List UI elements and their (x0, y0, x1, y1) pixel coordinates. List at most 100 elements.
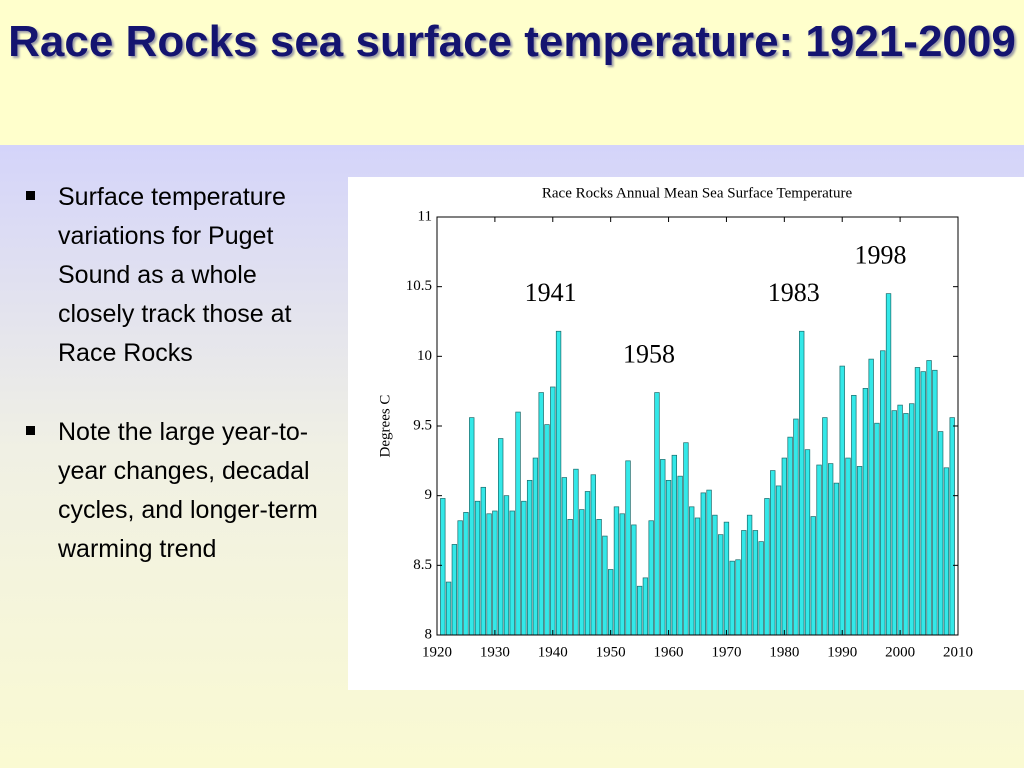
bar (700, 492, 706, 636)
y-tick-label: 11 (418, 208, 432, 224)
bullet-list: Surface temperature variations for Puget… (18, 178, 328, 609)
bar (590, 474, 596, 636)
y-tick-label: 8.5 (413, 557, 432, 573)
bar (914, 367, 921, 636)
bar (474, 500, 481, 636)
bar (503, 495, 510, 636)
slide-title: Race Rocks sea surface temperature: 1921… (8, 17, 1016, 66)
bar (480, 486, 486, 636)
bar (521, 500, 527, 636)
bar (839, 365, 845, 636)
bar (775, 485, 782, 636)
bar (532, 457, 539, 636)
bar (862, 388, 869, 636)
bar (671, 454, 678, 636)
bar (909, 403, 915, 636)
bar (787, 436, 793, 636)
bar (642, 577, 649, 636)
bar (932, 369, 938, 636)
bar (891, 410, 897, 636)
x-tick-label: 1990 (827, 644, 857, 660)
bar (897, 404, 903, 636)
bar (579, 509, 585, 636)
bar (602, 535, 608, 636)
bar (920, 371, 926, 636)
chart-title: Race Rocks Annual Mean Sea Surface Tempe… (542, 185, 853, 201)
x-tick-label: 2010 (943, 644, 973, 660)
x-tick-label: 1920 (422, 644, 452, 660)
bar (625, 460, 631, 636)
bar (937, 431, 944, 636)
bar (926, 360, 932, 636)
bar (741, 530, 747, 636)
y-tick-label: 8 (425, 626, 433, 642)
bar (822, 417, 828, 636)
bullet: Surface temperature variations for Puget… (18, 178, 328, 373)
bullet: Note the large year-to-year changes, dec… (18, 413, 328, 569)
bar (868, 358, 874, 636)
bar (550, 386, 556, 636)
chart: Race Rocks Annual Mean Sea Surface Tempe… (348, 177, 1024, 690)
bar (654, 392, 660, 636)
bar (561, 477, 568, 636)
y-tick-label: 9 (425, 487, 433, 503)
bar (445, 581, 452, 636)
annotation: 1958 (623, 340, 675, 369)
bar (492, 510, 498, 636)
annotation: 1983 (768, 278, 820, 307)
y-tick-label: 10.5 (406, 278, 432, 294)
bar (949, 417, 955, 636)
bar (874, 422, 880, 636)
bar (856, 466, 863, 636)
bar (451, 544, 458, 636)
bar (463, 512, 469, 636)
bar (712, 514, 718, 636)
bar (515, 411, 521, 636)
bar (851, 394, 857, 636)
bar (770, 470, 776, 636)
bar (816, 464, 822, 636)
bar (827, 463, 834, 636)
bar (706, 489, 712, 636)
bar (746, 514, 753, 636)
bar (584, 491, 591, 636)
bar (596, 519, 602, 636)
bar (567, 519, 573, 636)
annotation: 1941 (525, 278, 577, 307)
y-tick-label: 10 (417, 348, 432, 364)
bar (764, 498, 770, 636)
y-axis-label: Degrees C (377, 395, 393, 458)
bar (538, 392, 544, 636)
bar (498, 438, 504, 636)
bar (717, 534, 724, 636)
annotation: 1998 (855, 241, 907, 270)
bar (752, 530, 759, 636)
bar (723, 521, 730, 636)
y-tick-label: 9.5 (413, 417, 432, 433)
bar (903, 413, 909, 636)
x-tick-label: 1960 (654, 644, 684, 660)
bar (781, 457, 787, 636)
bar (689, 506, 695, 636)
bar (573, 468, 579, 636)
bar (665, 479, 672, 636)
bar (799, 330, 805, 636)
title-band (0, 0, 1024, 145)
bar (613, 506, 620, 636)
bar (793, 418, 799, 636)
bar (660, 459, 666, 636)
x-tick-label: 1980 (769, 644, 799, 660)
bar (555, 330, 562, 636)
bar (694, 517, 701, 636)
bar (509, 510, 515, 636)
bar (943, 467, 950, 636)
bar (810, 516, 816, 636)
x-tick-label: 1930 (480, 644, 510, 660)
bar (677, 475, 683, 636)
bar (608, 569, 614, 636)
bar (636, 585, 643, 636)
bar (758, 541, 764, 636)
bar (735, 559, 741, 636)
bar (526, 479, 533, 636)
